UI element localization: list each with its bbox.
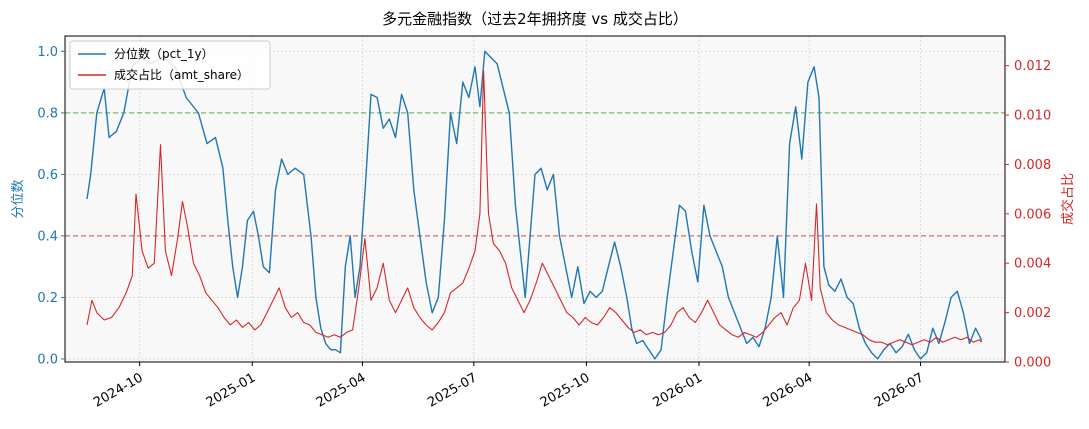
plot-frame: [64, 35, 1006, 363]
left-tick-label: 0.8: [37, 106, 58, 121]
x-tick-label: 2025-07: [425, 370, 480, 410]
left-tick-label: 0.2: [37, 291, 58, 306]
left-tick-label: 0.0: [37, 352, 58, 367]
x-tick-label: 2026-07: [872, 370, 927, 410]
x-axis: 2024-10 2025-01 2025-04 2025-07 2025-10 2026-…: [91, 362, 927, 411]
legend-box: [69, 40, 271, 90]
x-tick-label: 2024-10: [91, 370, 146, 410]
x-tick-label: 2026-04: [761, 370, 816, 410]
legend: 分位数（pct_1y） 成交占比（amt_share）: [69, 40, 271, 90]
left-tick-label: 0.4: [37, 229, 58, 244]
right-tick-label: 0.004: [1014, 257, 1051, 272]
x-tick-label: 2025-04: [314, 370, 369, 410]
right-tick-label: 0.006: [1014, 207, 1051, 222]
right-tick-label: 0.012: [1014, 59, 1051, 74]
chart-title: 多元金融指数（过去2年拥挤度 vs 成交占比）: [382, 10, 688, 28]
series-lines: [86, 50, 983, 360]
x-tick-label: 2026-01: [650, 370, 705, 410]
reference-lines: [65, 112, 1005, 237]
amt-share-series-line: [86, 70, 983, 346]
x-tick-label: 2025-01: [204, 370, 259, 410]
x-tick-label: 2025-10: [538, 370, 593, 410]
pct-series-line: [86, 50, 983, 360]
left-axis: 0.0 0.2 0.4 0.6 0.8 1.0: [37, 45, 65, 367]
right-axis: 0.000 0.002 0.004 0.006 0.008 0.010 0.012: [1005, 59, 1051, 371]
plot-background: [65, 36, 1005, 362]
left-tick-label: 0.6: [37, 168, 58, 183]
right-axis-label: 成交占比: [1060, 173, 1076, 225]
right-tick-label: 0.002: [1014, 306, 1051, 321]
right-tick-label: 0.000: [1014, 356, 1051, 371]
left-tick-label: 1.0: [37, 45, 58, 60]
right-tick-label: 0.010: [1014, 109, 1051, 124]
left-axis-label: 分位数: [11, 179, 26, 218]
legend-label: 成交占比（amt_share）: [114, 67, 249, 82]
right-tick-label: 0.008: [1014, 158, 1051, 173]
legend-label: 分位数（pct_1y）: [114, 46, 214, 61]
